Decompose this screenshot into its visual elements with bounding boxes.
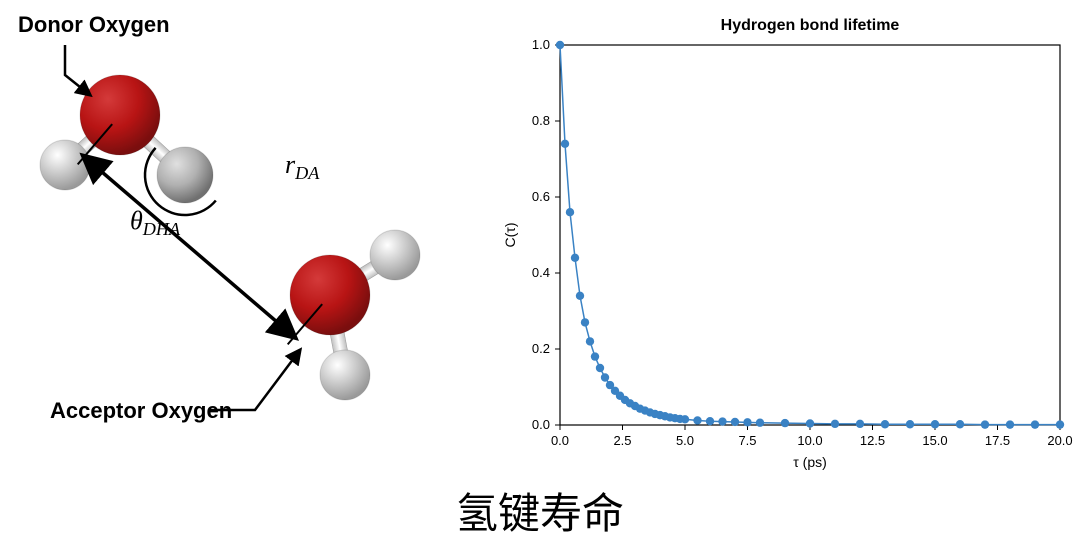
svg-text:20.0: 20.0 <box>1047 433 1072 448</box>
svg-text:0.0: 0.0 <box>551 433 569 448</box>
molecule-diagram: Donor Oxygen Acceptor Oxygen θDHA rDA <box>10 10 470 470</box>
svg-text:15.0: 15.0 <box>922 433 947 448</box>
svg-text:τ (ps): τ (ps) <box>793 454 827 470</box>
svg-text:0.6: 0.6 <box>532 189 550 204</box>
lifetime-chart: Hydrogen bond lifetime 0.0 2.5 5.0 7.5 10.0 12… <box>480 10 1080 470</box>
svg-text:2.5: 2.5 <box>613 433 631 448</box>
svg-text:12.5: 12.5 <box>860 433 885 448</box>
svg-text:0.8: 0.8 <box>532 113 550 128</box>
donor-oxygen-label: Donor Oxygen <box>18 12 170 38</box>
svg-text:0.4: 0.4 <box>532 265 550 280</box>
svg-text:7.5: 7.5 <box>738 433 756 448</box>
r-annotation: rDA <box>285 150 319 184</box>
svg-text:10.0: 10.0 <box>797 433 822 448</box>
theta-annotation: θDHA <box>130 206 180 240</box>
svg-text:C(τ): C(τ) <box>502 223 518 248</box>
acceptor-oxygen-label: Acceptor Oxygen <box>50 398 232 424</box>
svg-text:Hydrogen bond lifetime: Hydrogen bond lifetime <box>721 17 900 34</box>
chart-svg: Hydrogen bond lifetime 0.0 2.5 5.0 7.5 10.0 12… <box>480 10 1080 470</box>
figure-caption: 氢键寿命 <box>0 480 1080 541</box>
svg-text:0.2: 0.2 <box>532 341 550 356</box>
svg-text:0.0: 0.0 <box>532 417 550 432</box>
svg-text:1.0: 1.0 <box>532 37 550 52</box>
svg-text:17.5: 17.5 <box>985 433 1010 448</box>
svg-text:5.0: 5.0 <box>676 433 694 448</box>
